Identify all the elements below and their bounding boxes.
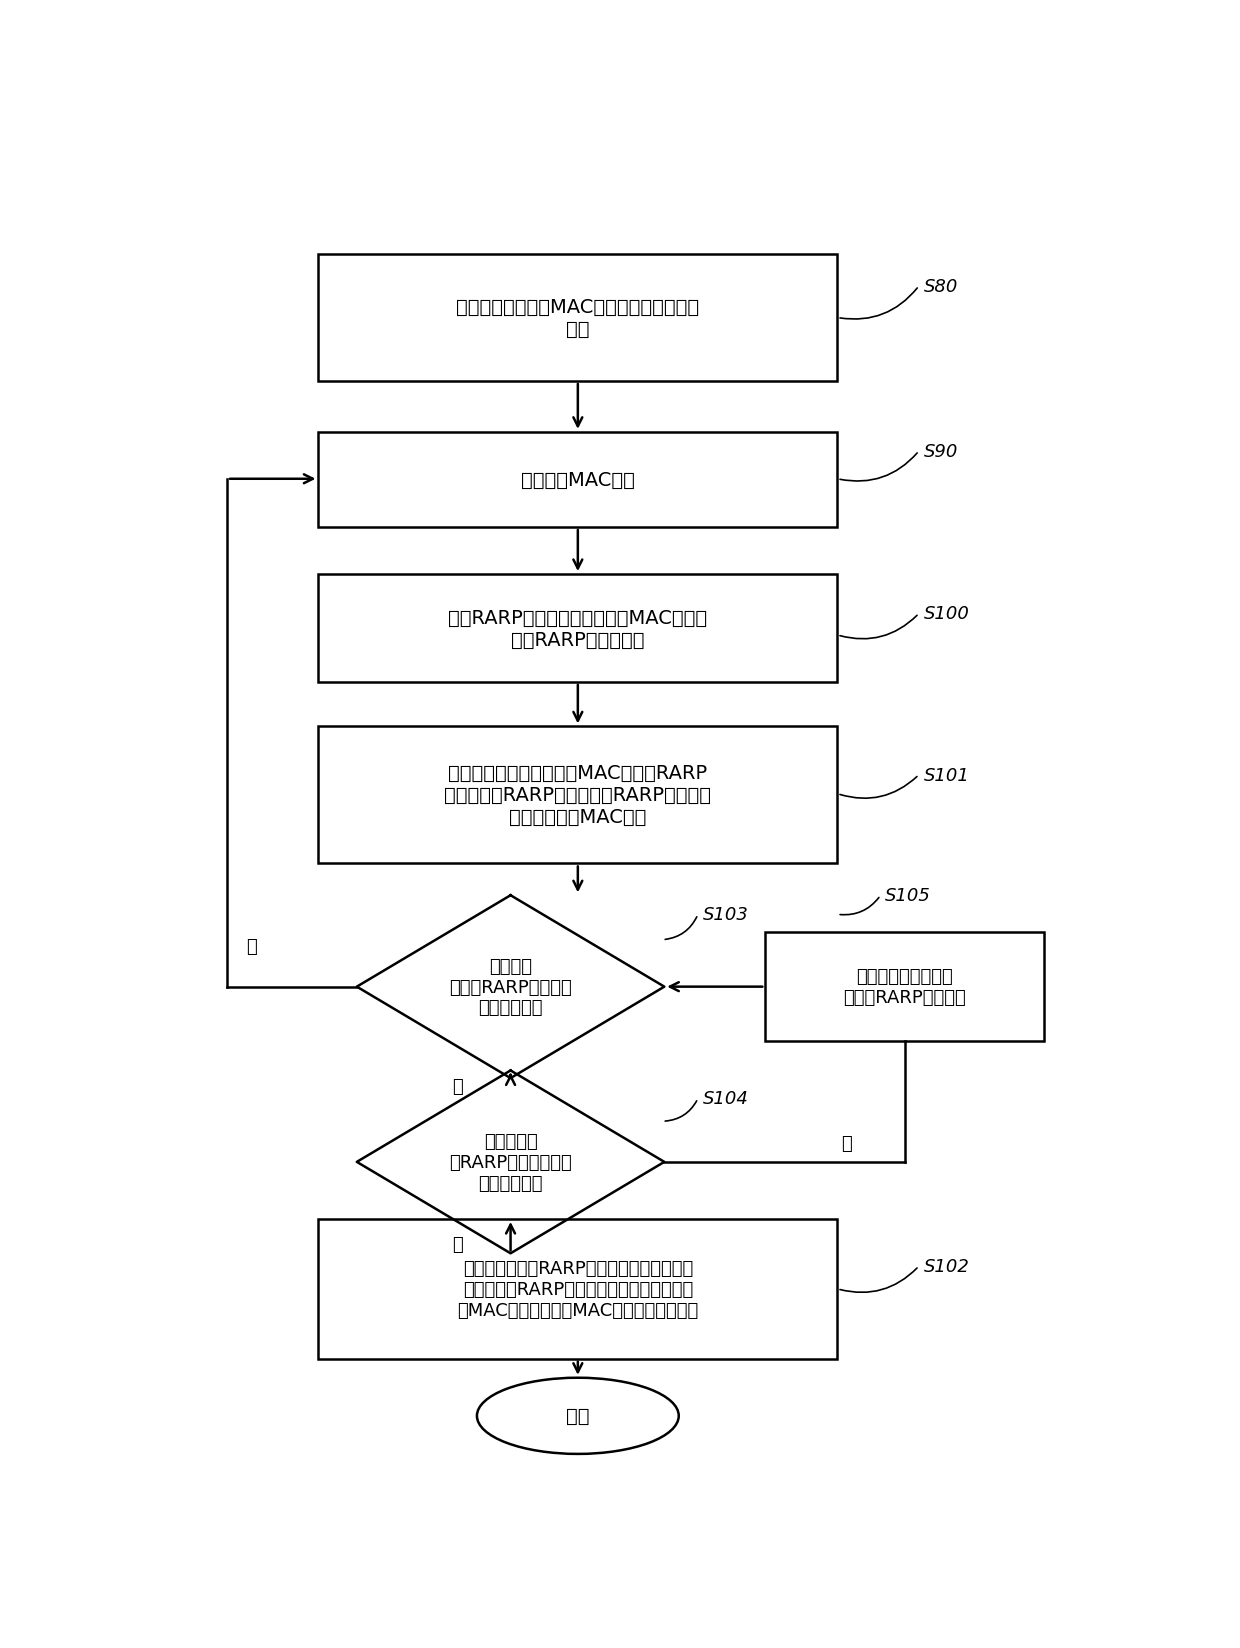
Text: 判断是否
接收到RARP服务器返
回的响应报文: 判断是否 接收到RARP服务器返 回的响应报文 xyxy=(449,957,572,1017)
Bar xyxy=(319,575,837,682)
Text: S80: S80 xyxy=(924,277,959,295)
Text: S103: S103 xyxy=(703,906,749,925)
Bar xyxy=(319,255,837,382)
Text: S90: S90 xyxy=(924,443,959,460)
Bar xyxy=(319,432,837,527)
Text: S101: S101 xyxy=(924,766,970,784)
Text: 是: 是 xyxy=(453,1236,463,1254)
Ellipse shape xyxy=(477,1378,678,1454)
Bar xyxy=(319,1220,837,1360)
Text: 结束: 结束 xyxy=(567,1406,589,1426)
Text: S100: S100 xyxy=(924,605,970,623)
Text: 否: 否 xyxy=(842,1134,852,1152)
Text: S102: S102 xyxy=(924,1257,970,1276)
Text: 构建RARP探测报文，并将虚拟MAC地址携
带在RARP探测报文中: 构建RARP探测报文，并将虚拟MAC地址携 带在RARP探测报文中 xyxy=(449,608,707,649)
Text: 判断重复发
送RARP探测报文是否
达到预定次数: 判断重复发 送RARP探测报文是否 达到预定次数 xyxy=(449,1132,572,1192)
Text: 终端通过随机获取的初始MAC地址向RARP
服务器发送RARP探测报文，RARP探测报文
中携带有虚拟MAC地址: 终端通过随机获取的初始MAC地址向RARP 服务器发送RARP探测报文，RARP… xyxy=(444,765,712,827)
Text: 若终端重复发送RARP探测报文预定次数后，
均未接收到RARP服务器的响应报文，则以虚
拟MAC地址作为真实MAC地址进行正常通讯: 若终端重复发送RARP探测报文预定次数后， 均未接收到RARP服务器的响应报文，… xyxy=(458,1259,698,1318)
Text: S104: S104 xyxy=(703,1089,749,1107)
Text: 否: 否 xyxy=(453,1078,463,1094)
Bar xyxy=(765,933,1044,1042)
Text: 创建虚拟MAC地址: 创建虚拟MAC地址 xyxy=(521,471,635,489)
Bar xyxy=(319,727,837,864)
Text: S105: S105 xyxy=(885,887,931,905)
Text: 终端随机产生初始MAC地址作为自己的临时
地址: 终端随机产生初始MAC地址作为自己的临时 地址 xyxy=(456,298,699,339)
Text: 以预定的时间间隔重
复发送RARP探测报文: 以预定的时间间隔重 复发送RARP探测报文 xyxy=(843,967,966,1007)
Text: 是: 是 xyxy=(246,938,257,956)
